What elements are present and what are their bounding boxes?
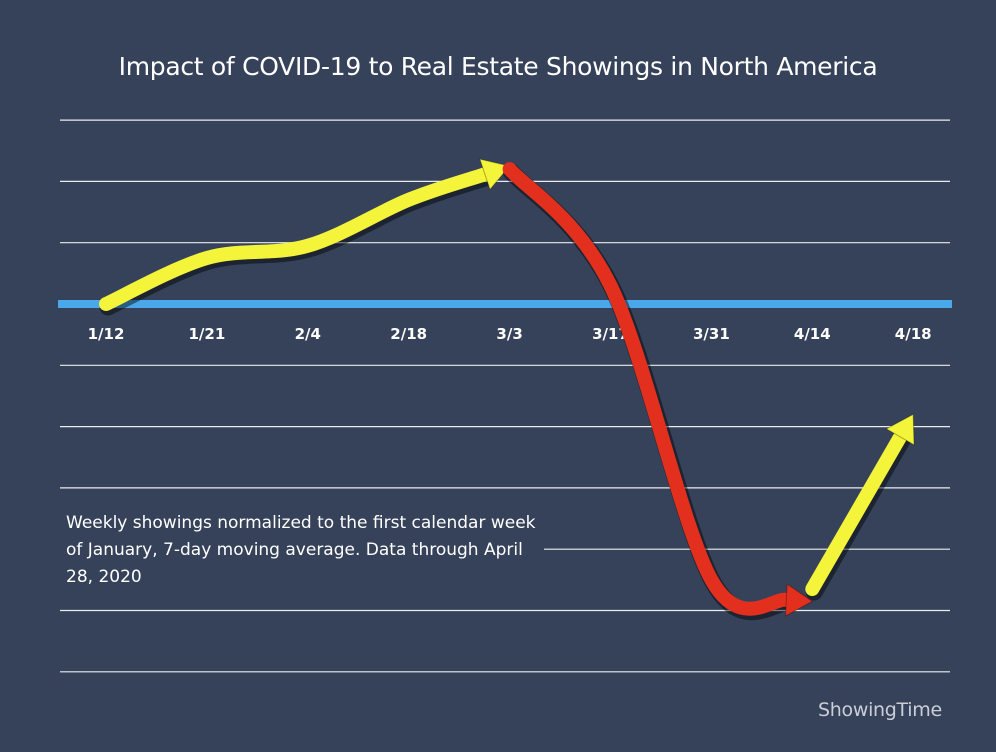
x-tick-label: 1/21	[189, 325, 226, 343]
x-tick-label: 1/12	[88, 325, 125, 343]
arrowhead-drop	[784, 583, 814, 617]
x-tick-label: 4/18	[895, 325, 932, 343]
x-tick-label: 3/3	[496, 325, 522, 343]
chart-annotation: Weekly showings normalized to the first …	[52, 510, 544, 595]
series-line-rebound	[805, 429, 908, 597]
series-line-drop	[502, 162, 794, 616]
chart-title: Impact of COVID-19 to Real Estate Showin…	[118, 52, 878, 81]
x-tick-label: 3/31	[693, 325, 730, 343]
x-tick-label: 2/4	[295, 325, 321, 343]
arrowhead-rise	[479, 158, 511, 191]
series-line-rise	[99, 167, 492, 311]
arrowhead-rebound	[885, 413, 915, 446]
x-tick-label: 4/14	[794, 325, 831, 343]
x-tick-label: 3/17	[592, 325, 629, 343]
brand-logo-text: ShowingTime	[818, 699, 942, 721]
x-tick-label: 2/18	[390, 325, 427, 343]
